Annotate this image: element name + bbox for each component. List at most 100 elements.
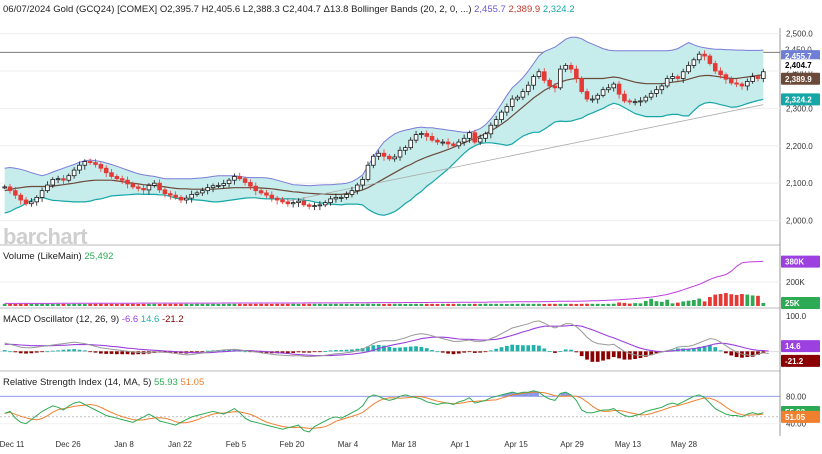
rsi-ma-tag: 51.05 xyxy=(785,413,806,422)
volume-bar xyxy=(328,303,333,306)
candle-body xyxy=(264,192,269,196)
candle-body xyxy=(467,132,472,139)
header-low: L2,388.3 xyxy=(242,4,280,15)
macd-histogram-bar xyxy=(371,345,376,352)
candle-body xyxy=(189,193,194,199)
candle-body xyxy=(66,175,72,181)
volume-bar xyxy=(50,303,55,306)
candle-body xyxy=(205,187,210,192)
macd-histogram-bar xyxy=(18,351,23,354)
macd-histogram-bar xyxy=(713,347,718,352)
macd-title[interactable]: MACD Oscillator xyxy=(3,314,74,325)
macd-histogram-bar xyxy=(430,350,434,352)
resistance-tag: 2,450.0 xyxy=(785,46,812,55)
volume-bar xyxy=(638,303,643,306)
last-price-tag: 2,404.7 xyxy=(785,61,812,70)
macd-histogram-bar xyxy=(451,351,456,355)
candle-body xyxy=(333,196,339,200)
bb-lower-tag: 2,324.2 xyxy=(785,95,812,104)
macd-params[interactable]: (12, 26, 9) xyxy=(75,314,120,325)
rsi-title[interactable]: Relative Strength Index xyxy=(3,377,102,388)
rsi-params[interactable]: (14, MA, 5) xyxy=(104,377,152,388)
volume-bar xyxy=(472,303,477,306)
candle-body xyxy=(622,93,627,102)
price-tick-label: 2,500.0 xyxy=(786,30,813,39)
macd-histogram-bar xyxy=(40,351,44,353)
candle-body xyxy=(504,106,510,113)
candle-body xyxy=(242,178,248,183)
x-axis-label: Apr 15 xyxy=(504,440,528,449)
candle-body xyxy=(269,194,275,199)
candle-body xyxy=(600,89,606,96)
macd-histogram-bar xyxy=(537,345,541,352)
candle-body xyxy=(61,178,66,181)
candle-body xyxy=(686,64,691,73)
volume-bar xyxy=(697,298,702,306)
macd-series xyxy=(2,320,769,362)
volume-bar xyxy=(56,303,60,306)
x-axis-label: Feb 20 xyxy=(280,440,305,449)
volume-bar xyxy=(505,303,509,306)
volume-bar xyxy=(66,303,71,306)
volume-bar xyxy=(93,303,98,306)
macd-histogram-bar xyxy=(387,346,392,352)
candle-body xyxy=(632,101,638,104)
volume-bar xyxy=(2,303,7,306)
volume-bar xyxy=(515,303,520,306)
candle-body xyxy=(349,190,355,195)
candle-body xyxy=(280,199,285,203)
volume-bar xyxy=(163,303,167,306)
macd-histogram-bar xyxy=(729,351,734,356)
candle-body xyxy=(103,167,109,174)
header-study-params[interactable]: (20, 2, 0, ...) xyxy=(420,4,472,15)
macd-histogram-bar xyxy=(654,351,659,354)
volume-bar xyxy=(269,303,274,306)
macd-histogram-bar xyxy=(708,345,712,352)
macd-histogram-bar xyxy=(505,345,509,352)
macd-histogram-bar xyxy=(82,350,87,352)
volume-bar xyxy=(120,303,125,306)
macd-histogram-bar xyxy=(189,351,194,353)
volume-bar xyxy=(643,300,648,306)
volume-bar xyxy=(553,303,557,306)
header-symbol[interactable]: Gold (GCQ24) [COMEX] xyxy=(53,4,158,15)
macd-histogram-bar xyxy=(606,351,611,360)
volume-bar xyxy=(98,303,103,306)
header-date: 06/07/2024 xyxy=(3,4,51,15)
candle-body xyxy=(675,76,681,79)
macd-histogram-bar xyxy=(734,351,739,358)
volume-indicator[interactable]: (LikeMain) xyxy=(37,251,82,262)
volume-bar xyxy=(318,303,322,306)
header-study[interactable]: Bollinger Bands xyxy=(351,4,418,15)
volume-bar xyxy=(301,303,306,306)
candle-body xyxy=(654,89,659,94)
macd-histogram-bar xyxy=(446,351,450,354)
macd-histogram-bar xyxy=(756,351,760,355)
candle-body xyxy=(739,83,745,87)
open-interest-tag-bg xyxy=(781,255,820,268)
watermark: barchart xyxy=(3,224,88,249)
candle-body xyxy=(670,76,675,79)
band-lower-line xyxy=(4,98,764,216)
volume-bar xyxy=(152,303,157,306)
volume-bar xyxy=(531,303,536,306)
volume-bar xyxy=(494,303,499,306)
macd-histogram-bar xyxy=(398,347,402,352)
macd-header: MACD Oscillator (12, 26, 9) -6.6 14.6 -2… xyxy=(3,314,184,325)
candle-body xyxy=(322,202,328,206)
header-bb-upper: 2,455.7 xyxy=(474,4,506,15)
volume-title[interactable]: Volume xyxy=(3,251,35,262)
x-axis-label: Mar 18 xyxy=(392,440,417,449)
price-tick-label: 2,400.0 xyxy=(786,67,813,76)
candle-body xyxy=(13,190,18,196)
volume-bar xyxy=(355,303,360,306)
volume-bar xyxy=(40,303,44,306)
trend-line xyxy=(287,104,764,202)
candle-body xyxy=(200,190,205,194)
volume-bar xyxy=(563,303,568,306)
macd-signal-tag: 14.6 xyxy=(785,342,801,351)
candle-body xyxy=(424,133,430,137)
candle-body xyxy=(691,59,697,66)
macd-histogram-bar xyxy=(558,351,563,352)
volume-bar xyxy=(585,303,589,306)
